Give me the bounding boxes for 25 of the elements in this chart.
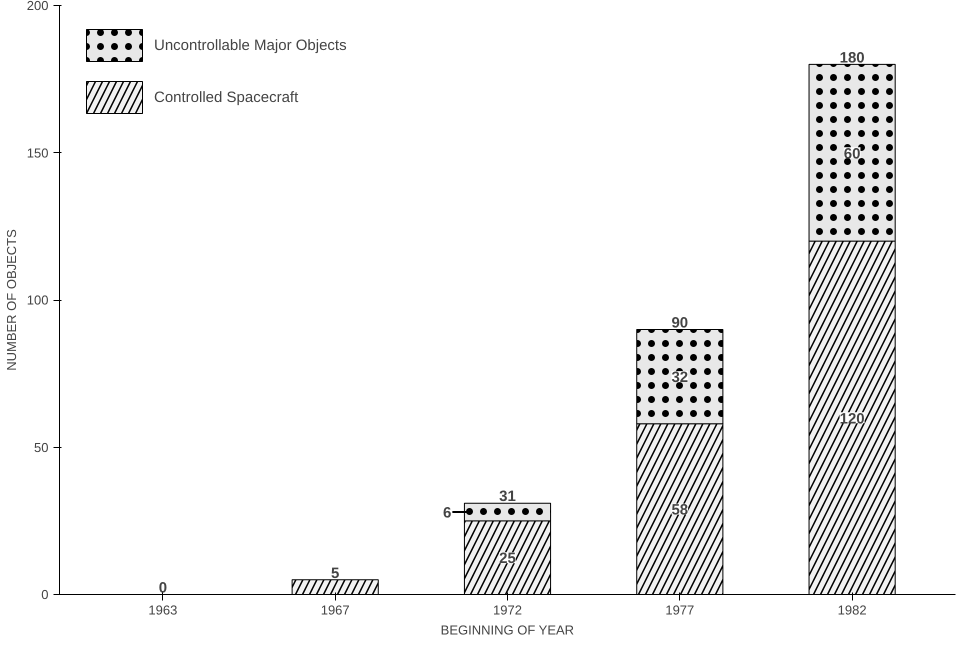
y-tick-label: 0 <box>41 587 49 602</box>
total-label: 0 <box>158 580 168 596</box>
data-label: 32 <box>671 369 688 386</box>
x-tick-label: 1977 <box>665 602 694 618</box>
y-tick-label: 100 <box>26 292 49 308</box>
total-label: 5 <box>331 564 340 582</box>
data-label: 6 <box>443 504 452 522</box>
total-label: 180 <box>840 49 865 66</box>
total-label: 31 <box>499 488 516 506</box>
y-axis-title: NUMBER OF OBJECTS <box>4 228 19 371</box>
data-label: 58 <box>671 502 688 519</box>
x-tick-label: 1972 <box>493 602 522 618</box>
legend-label: Uncontrollable Major Objects <box>154 36 347 54</box>
data-label: 25 <box>499 550 516 568</box>
x-tick-label: 1982 <box>838 602 867 618</box>
legend-label: Controlled Spacecraft <box>154 88 298 106</box>
total-label: 90 <box>671 314 688 332</box>
y-tick-label: 150 <box>26 145 49 160</box>
data-label: 60 <box>844 145 860 162</box>
x-tick-label: 1963 <box>148 602 178 618</box>
data-label: 120 <box>840 410 865 428</box>
y-tick-label: 200 <box>26 0 49 13</box>
x-tick-label: 1967 <box>320 602 350 618</box>
x-axis-title: BEGINNING OF YEAR <box>440 622 574 638</box>
y-tick-label: 50 <box>34 440 49 455</box>
